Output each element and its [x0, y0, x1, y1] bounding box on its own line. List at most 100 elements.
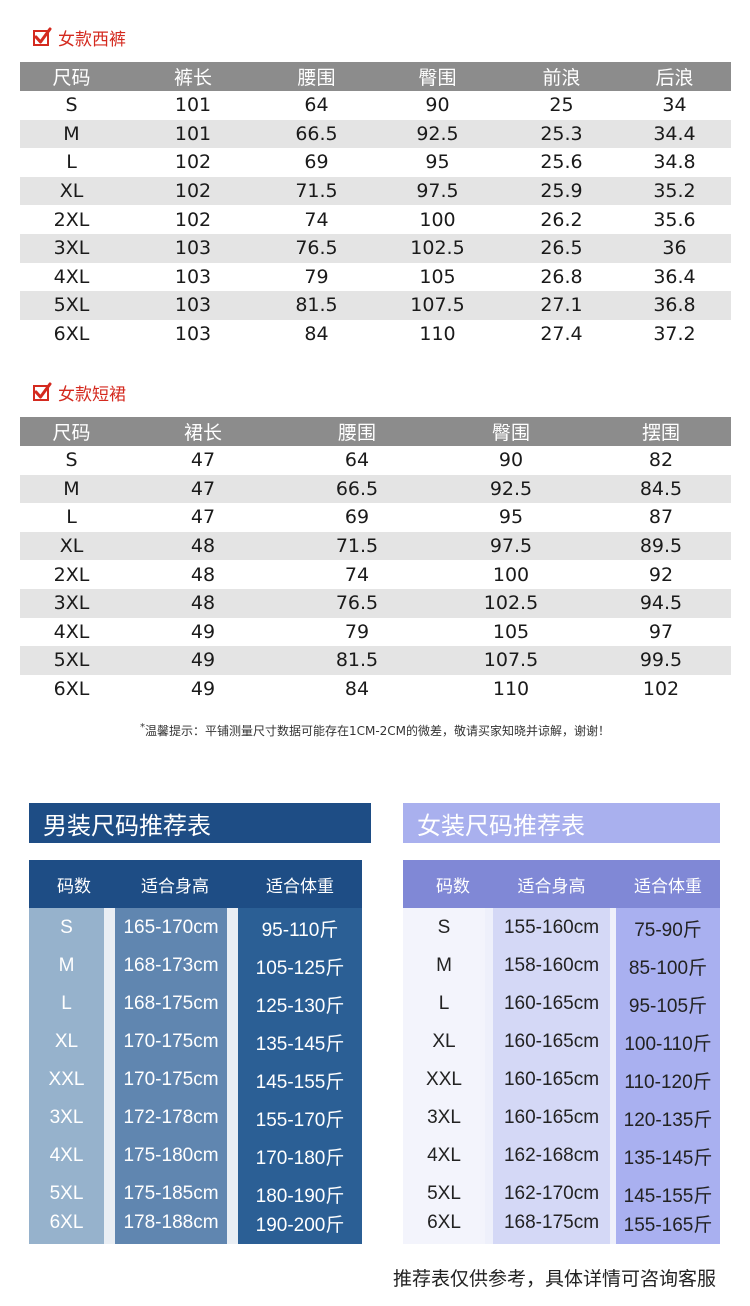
- table-cell: 64: [304, 94, 329, 117]
- table-cell: 170-175cm: [123, 1031, 219, 1052]
- table-cell: 175-180cm: [123, 1145, 219, 1166]
- column-header: 臀围: [370, 62, 505, 91]
- table-cell: L: [66, 151, 77, 174]
- table-cell: 110: [419, 323, 456, 346]
- men-recommend-title: 男装尺码推荐表: [43, 811, 211, 840]
- table-cell: 95: [425, 151, 450, 174]
- skirt-size-table: 尺码 裙长 腰围 臀围 摆围 S 47 64 90 82 M 47 66.5 92.5 84.5 L 47 69…: [20, 417, 731, 703]
- table-row: S 47 64 90 82: [20, 446, 731, 475]
- header-weight: 适合体重: [266, 876, 334, 897]
- table-cell: 172-178cm: [123, 1107, 219, 1128]
- table-cell: 92.5: [431, 474, 591, 504]
- table-cell: 6XL: [427, 1212, 461, 1233]
- height-column: 155-160cm 158-160cm 160-165cm 160-165cm 160-…: [493, 908, 610, 1244]
- table-cell: 105-125斤: [255, 957, 345, 979]
- table-cell: L: [66, 506, 77, 529]
- height-column: 165-170cm 168-173cm 168-175cm 170-175cm 170-…: [115, 908, 227, 1244]
- table-cell: 34: [662, 94, 687, 117]
- column-header: 尺码: [20, 417, 123, 446]
- table-cell: 64: [344, 449, 370, 472]
- skirt-title: 女款短裙: [58, 384, 126, 405]
- men-recommend-header: 码数 适合身高 适合体重: [29, 860, 362, 908]
- table-cell: 155-165斤: [623, 1214, 713, 1236]
- table-cell: 160-165cm: [503, 1069, 600, 1090]
- table-cell: 4XL: [49, 1145, 84, 1166]
- table-header-row: 尺码 裤长 腰围 臀围 前浪 后浪: [20, 62, 731, 91]
- women-recommend-banner: 女装尺码推荐表: [403, 803, 720, 843]
- table-row: 5XL 49 81.5 107.5 99.5: [20, 646, 731, 675]
- table-cell: 89.5: [591, 531, 731, 561]
- table-cell: 103: [174, 265, 212, 288]
- table-row: L 47 69 95 87: [20, 503, 731, 532]
- table-cell: 160-165cm: [503, 1107, 600, 1128]
- table-cell: M: [58, 955, 75, 976]
- table-cell: 26.2: [540, 208, 583, 231]
- table-cell: 105: [419, 265, 456, 288]
- table-row: 3XL 48 76.5 102.5 94.5: [20, 588, 731, 618]
- table-cell: 3XL: [49, 1107, 84, 1128]
- table-row: 6XL 103 84 110 27.4 37.2: [20, 320, 731, 349]
- table-cell: 94.5: [591, 588, 731, 618]
- table-cell: 69: [304, 151, 329, 174]
- table-cell: 27.1: [505, 291, 618, 320]
- table-cell: M: [20, 474, 123, 504]
- table-cell: 48: [190, 563, 216, 586]
- table-cell: 6XL: [49, 1212, 84, 1233]
- table-cell: 102: [123, 176, 263, 206]
- table-cell: 76.5: [263, 233, 370, 263]
- table-cell: 90: [425, 94, 450, 117]
- table-cell: 71.5: [263, 176, 370, 206]
- table-cell: 92: [648, 563, 674, 586]
- header-weight: 适合体重: [634, 876, 702, 897]
- column-header: 裙长: [123, 417, 283, 446]
- table-cell: 110-120斤: [624, 1071, 712, 1093]
- column-header: 前浪: [505, 62, 618, 91]
- table-cell: 36.4: [653, 265, 696, 288]
- size-column: S M L XL XXL 3XL 4XL 5XL 6XL: [403, 908, 485, 1244]
- table-cell: 145-155斤: [623, 1185, 713, 1207]
- table-cell: 95-110斤: [261, 919, 339, 941]
- table-cell: 36: [618, 233, 731, 263]
- table-cell: 35.2: [618, 176, 731, 206]
- table-cell: 162-170cm: [503, 1183, 600, 1204]
- table-cell: 101: [174, 94, 212, 117]
- table-cell: 160-165cm: [503, 993, 600, 1014]
- table-cell: 5XL: [20, 291, 123, 320]
- table-cell: 165-170cm: [123, 917, 219, 938]
- table-cell: 155-160cm: [503, 917, 600, 938]
- table-cell: 37.2: [653, 323, 696, 346]
- table-cell: M: [436, 955, 452, 976]
- table-cell: 49: [190, 620, 216, 643]
- pants-title: 女款西裤: [58, 29, 126, 50]
- note-star: *: [139, 722, 145, 733]
- table-cell: 168-175cm: [503, 1212, 600, 1233]
- table-cell: 47: [190, 449, 216, 472]
- weight-column: 95-110斤 105-125斤 125-130斤 135-145斤 145-155斤 1…: [238, 908, 362, 1244]
- table-cell: 175-185cm: [123, 1183, 219, 1204]
- table-cell: 100-110斤: [624, 1033, 712, 1055]
- table-cell: 34.4: [618, 119, 731, 149]
- table-cell: 25.6: [540, 151, 583, 174]
- table-cell: 5XL: [427, 1183, 461, 1204]
- table-cell: XXL: [48, 1069, 85, 1090]
- table-cell: 66.5: [263, 119, 370, 149]
- weight-column: 75-90斤 85-100斤 95-105斤 100-110斤 110-120斤 120-…: [616, 908, 720, 1244]
- table-cell: 84.5: [591, 474, 731, 504]
- table-cell: 97.5: [370, 176, 505, 206]
- size-column: S M L XL XXL 3XL 4XL 5XL 6XL: [29, 908, 104, 1244]
- column-header: 尺码: [20, 62, 123, 91]
- table-cell: 26.8: [540, 265, 583, 288]
- table-row: 4XL 103 79 105 26.8 36.4: [20, 263, 731, 292]
- table-cell: XL: [20, 531, 123, 561]
- table-cell: 102: [174, 208, 212, 231]
- table-row: 2XL 48 74 100 92: [20, 560, 731, 589]
- women-recommend-table: 码数 适合身高 适合体重 S M L XL XXL 3XL 4XL 5XL 6XL 155-16…: [403, 860, 720, 1244]
- table-cell: 87: [648, 506, 674, 529]
- table-cell: 100: [419, 208, 456, 231]
- skirt-section-title: 女款短裙: [32, 379, 126, 405]
- table-cell: 107.5: [431, 646, 591, 675]
- table-cell: 6XL: [53, 323, 90, 346]
- table-cell: 180-190斤: [255, 1185, 345, 1207]
- table-cell: 120-135斤: [623, 1109, 713, 1131]
- table-cell: 79: [344, 620, 370, 643]
